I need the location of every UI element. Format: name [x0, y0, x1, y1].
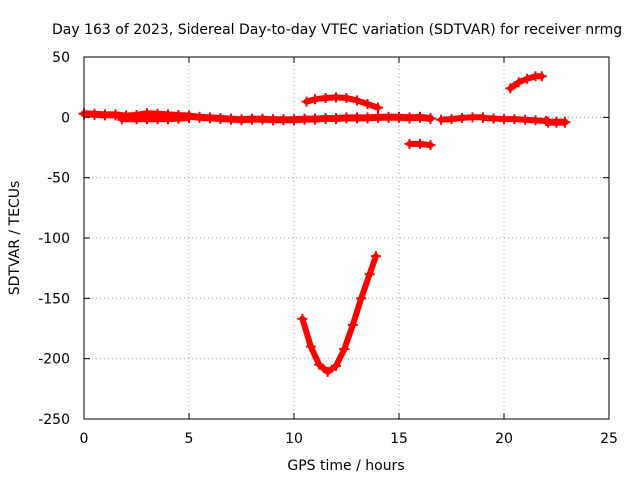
x-tick-label: 25	[600, 431, 618, 447]
series-rise-20-22	[505, 71, 547, 94]
y-tick-label: -200	[38, 352, 70, 368]
y-tick-label: -150	[38, 291, 70, 307]
series-segment-15.5-16.5	[404, 138, 436, 151]
y-axis-label: SDTVAR / TECUs	[7, 181, 23, 296]
y-tick-label: -100	[38, 231, 70, 247]
x-tick-label: 5	[185, 431, 194, 447]
y-tick-label: -50	[47, 171, 70, 187]
y-tick-label: -250	[38, 412, 70, 428]
series-layer	[78, 71, 571, 377]
x-tick-label: 15	[390, 431, 408, 447]
series-segment-19-22	[478, 112, 551, 126]
x-tick-label: 20	[495, 431, 513, 447]
chart-title: Day 163 of 2023, Sidereal Day-to-day VTE…	[52, 22, 622, 38]
x-tick-label: 10	[285, 431, 303, 447]
series-baseline	[78, 108, 436, 126]
x-axis-label: GPS time / hours	[287, 458, 404, 474]
series-baseline-band	[117, 114, 194, 125]
series-segment-22-23	[542, 116, 571, 128]
series-line	[299, 253, 379, 375]
y-tick-label: 0	[61, 110, 70, 126]
x-tick-label: 0	[80, 431, 89, 447]
series-dip-10-14	[297, 251, 381, 377]
y-tick-label: 50	[52, 50, 70, 66]
axis-ticks: 0 5 10 15 20 25 50 0 -50 -100 -150 -200 -250	[38, 50, 618, 447]
series-arc-10-14	[301, 92, 383, 113]
